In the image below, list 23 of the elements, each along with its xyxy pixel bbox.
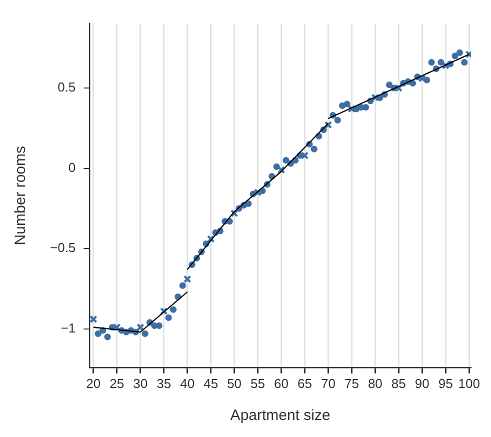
x-tick-label: 85 — [391, 376, 406, 391]
x-tick-label: 100 — [458, 376, 480, 391]
x-tick-label: 60 — [274, 376, 288, 391]
x-tick-label: 40 — [180, 376, 195, 391]
x-tick-label: 25 — [110, 376, 124, 391]
x-tick-label: 70 — [320, 376, 336, 391]
x-tick-label: 90 — [414, 376, 430, 391]
y-tick-label: 0 — [68, 160, 76, 175]
y-tick-label: 0.5 — [58, 80, 76, 95]
x-tick-label: 65 — [298, 376, 312, 391]
y-tick-label: −1 — [60, 320, 76, 336]
y-axis-title: Number rooms — [12, 146, 30, 246]
x-tick-label: 55 — [250, 376, 266, 391]
y-tick-label: −0.5 — [50, 240, 76, 256]
x-tick-label: 80 — [368, 376, 382, 391]
x-tick-label: 20 — [86, 376, 101, 391]
x-axis-title: Apartment size — [230, 407, 330, 424]
x-tick-label: 75 — [344, 376, 359, 391]
x-tick-label: 50 — [227, 376, 242, 391]
x-tick-label: 30 — [133, 376, 148, 391]
x-tick-label: 45 — [204, 376, 218, 391]
x-tick-label: 35 — [156, 376, 172, 391]
x-tick-label: 95 — [438, 376, 453, 391]
